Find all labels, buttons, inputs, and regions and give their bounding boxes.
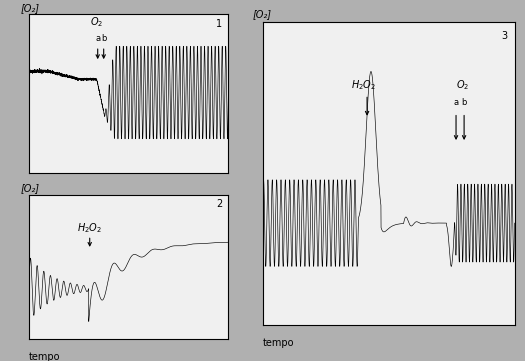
Text: a: a	[454, 97, 459, 106]
Text: $H_2O_2$: $H_2O_2$	[351, 78, 376, 92]
Text: b: b	[101, 34, 107, 43]
Text: $H_2O_2$: $H_2O_2$	[77, 221, 102, 235]
Text: $O_2$: $O_2$	[90, 16, 103, 29]
Text: a: a	[95, 34, 100, 43]
Text: 1: 1	[216, 19, 223, 29]
Text: tempo: tempo	[262, 338, 294, 348]
Text: [O₂]: [O₂]	[21, 3, 40, 13]
Text: b: b	[461, 97, 467, 106]
Text: 3: 3	[501, 31, 507, 41]
Text: 2: 2	[216, 199, 223, 209]
Text: [O₂]: [O₂]	[21, 183, 40, 193]
Text: [O₂]: [O₂]	[253, 9, 271, 19]
Text: $O_2$: $O_2$	[456, 78, 469, 92]
Text: tempo: tempo	[29, 352, 60, 361]
